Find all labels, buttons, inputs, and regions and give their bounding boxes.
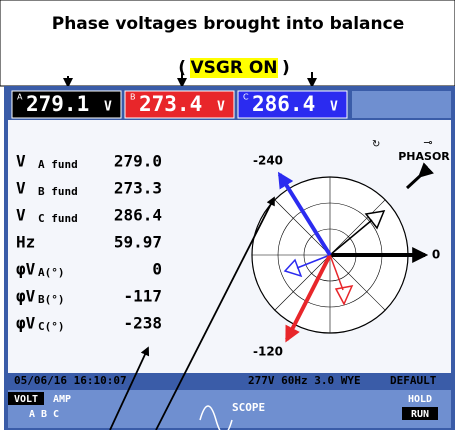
meas-value: 279.0 [114, 152, 162, 171]
meas-value: 59.97 [114, 233, 162, 252]
reading-spare [352, 91, 451, 118]
meas-sub: B fund [38, 185, 78, 198]
phasor-label: -240 [253, 154, 283, 168]
paren: ) [282, 58, 290, 78]
meas-value: 273.3 [114, 179, 162, 198]
voltage-phasor [277, 171, 332, 257]
meas-symbol: V [16, 152, 26, 171]
reading-phase: B [130, 93, 136, 102]
softkey-amp[interactable]: AMP [53, 394, 71, 405]
softkey-hold[interactable]: HOLD [408, 394, 432, 405]
meas-symbol: V [16, 206, 26, 225]
softkey-volt[interactable]: VOLT [14, 394, 38, 405]
reading-value: 286.4 [252, 92, 315, 116]
meas-symbol: φV [16, 260, 36, 279]
callout-line [155, 196, 275, 430]
reading-unit: V [330, 100, 338, 115]
meas-symbol: Hz [16, 233, 35, 252]
icon: ⊸ [423, 136, 432, 149]
softkey-volt-bg [8, 392, 44, 405]
annotation-title: Phase voltages brought into balance [52, 14, 404, 34]
meas-value: -238 [123, 314, 162, 333]
meas-symbol: V [16, 179, 26, 198]
datetime: 05/06/16 16:10:07 [14, 374, 127, 387]
callout-line [109, 346, 150, 430]
reading-box [11, 90, 122, 119]
annotation-status: VSGR ON [190, 58, 277, 78]
meas-sub: C(°) [38, 320, 65, 333]
phasor-label: -120 [253, 345, 283, 359]
meas-sub: C fund [38, 212, 78, 225]
meas-symbol: φV [16, 314, 36, 333]
reading-value: 273.4 [139, 92, 202, 116]
phasor-label: 0 [432, 248, 440, 262]
meas-value: -117 [123, 287, 162, 306]
reading-unit: V [104, 100, 112, 115]
meas-value: 0 [152, 260, 162, 279]
softkey-phases[interactable]: A B C [29, 409, 59, 420]
reading-box [124, 90, 235, 119]
softkey-bar [8, 390, 451, 428]
softkey-run[interactable]: RUN [411, 409, 429, 420]
icon: ↻ [372, 139, 380, 150]
softkey-scope[interactable]: SCOPE [232, 401, 265, 414]
meas-symbol: φV [16, 287, 36, 306]
config: 277V 60Hz 3.0 WYE [248, 374, 361, 387]
reading-unit: V [217, 100, 225, 115]
voltage-phasor [285, 254, 332, 343]
reading-value: 279.1 [26, 92, 89, 116]
mode-arrow [405, 162, 434, 190]
meas-sub: B(°) [38, 293, 65, 306]
profile: DEFAULT [390, 374, 437, 387]
meas-sub: A fund [38, 158, 78, 171]
reading-phase: A [17, 93, 23, 102]
current-phasors [283, 210, 386, 306]
highlight [190, 58, 278, 78]
meas-sub: A(°) [38, 266, 65, 279]
reading-phase: C [243, 93, 249, 102]
softkey-run-bg [402, 407, 438, 420]
reading-box [237, 90, 348, 119]
paren: ( [178, 58, 186, 78]
view-mode: PHASOR [398, 150, 450, 163]
meas-value: 286.4 [114, 206, 162, 225]
pointer-arrows [63, 72, 317, 88]
scope-icon [199, 405, 233, 430]
